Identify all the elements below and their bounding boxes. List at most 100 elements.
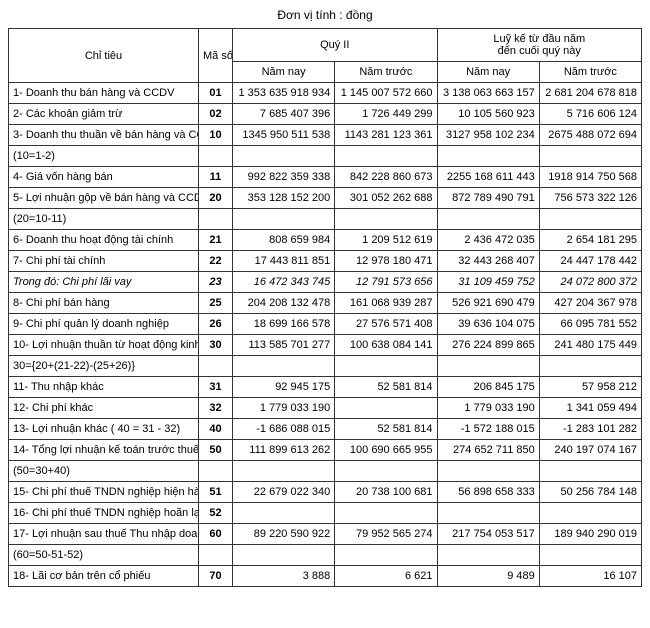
row-code: 52 xyxy=(199,503,233,524)
row-value-luyke-namtruoc xyxy=(539,209,641,230)
row-label: 9- Chi phí quản lý doanh nghiệp xyxy=(9,314,199,335)
row-value-luyke-namtruoc: 427 204 367 978 xyxy=(539,293,641,314)
row-value-luyke-namtruoc: 241 480 175 449 xyxy=(539,335,641,356)
row-label: 18- Lãi cơ bản trên cổ phiếu xyxy=(9,566,199,587)
row-value-luyke-namnay xyxy=(437,503,539,524)
table-row: (20=10-11) xyxy=(9,209,642,230)
row-value-quy-namtruoc xyxy=(335,398,437,419)
row-value-luyke-namnay: 9 489 xyxy=(437,566,539,587)
row-code: 32 xyxy=(199,398,233,419)
table-row: 18- Lãi cơ bản trên cổ phiếu703 8886 621… xyxy=(9,566,642,587)
row-value-quy-namnay: 7 685 407 396 xyxy=(233,104,335,125)
header-quy: Quý II xyxy=(233,29,438,62)
row-value-quy-namnay: 353 128 152 200 xyxy=(233,188,335,209)
row-code xyxy=(199,209,233,230)
table-row: 17- Lợi nhuận sau thuế Thu nhập doanh ng… xyxy=(9,524,642,545)
row-value-quy-namtruoc: 100 690 665 955 xyxy=(335,440,437,461)
row-value-luyke-namtruoc: 1 341 059 494 xyxy=(539,398,641,419)
table-row: 16- Chi phí thuế TNDN nghiệp hoãn lại52 xyxy=(9,503,642,524)
row-value-quy-namnay: 92 945 175 xyxy=(233,377,335,398)
row-value-luyke-namtruoc: 50 256 784 148 xyxy=(539,482,641,503)
row-value-luyke-namnay: 1 779 033 190 xyxy=(437,398,539,419)
row-value-quy-namtruoc: 1143 281 123 361 xyxy=(335,125,437,146)
table-row: 12- Chi phí khác321 779 033 1901 779 033… xyxy=(9,398,642,419)
row-value-quy-namnay: 18 699 166 578 xyxy=(233,314,335,335)
row-value-luyke-namnay xyxy=(437,209,539,230)
row-code: 11 xyxy=(199,167,233,188)
table-row: (50=30+40) xyxy=(9,461,642,482)
table-row: 11- Thu nhập khác3192 945 17552 581 8142… xyxy=(9,377,642,398)
row-value-quy-namnay: 1345 950 511 538 xyxy=(233,125,335,146)
row-value-luyke-namtruoc: 756 573 322 126 xyxy=(539,188,641,209)
header-quy-namtruoc: Năm trước xyxy=(335,62,437,83)
row-code: 25 xyxy=(199,293,233,314)
row-value-luyke-namtruoc: 240 197 074 167 xyxy=(539,440,641,461)
table-row: 2- Các khoản giảm trừ027 685 407 3961 72… xyxy=(9,104,642,125)
row-code: 30 xyxy=(199,335,233,356)
row-value-quy-namtruoc: 842 228 860 673 xyxy=(335,167,437,188)
row-value-quy-namnay: 113 585 701 277 xyxy=(233,335,335,356)
row-value-quy-namnay: 3 888 xyxy=(233,566,335,587)
financial-table: Chỉ tiêu Mã số Quý II Luỹ kế từ đầu năm … xyxy=(8,28,642,587)
row-value-quy-namnay: 204 208 132 478 xyxy=(233,293,335,314)
table-row: 7- Chi phí tài chính2217 443 811 85112 9… xyxy=(9,251,642,272)
row-value-quy-namtruoc: 12 791 573 656 xyxy=(335,272,437,293)
row-value-luyke-namtruoc: 24 447 178 442 xyxy=(539,251,641,272)
row-value-quy-namnay xyxy=(233,146,335,167)
row-value-luyke-namtruoc: 2675 488 072 694 xyxy=(539,125,641,146)
table-row: 10- Lợi nhuận thuần từ hoạt động kinh do… xyxy=(9,335,642,356)
header-maso: Mã số xyxy=(199,29,233,83)
row-label: (60=50-51-52) xyxy=(9,545,199,566)
row-value-luyke-namnay: 217 754 053 517 xyxy=(437,524,539,545)
row-value-luyke-namtruoc: 66 095 781 552 xyxy=(539,314,641,335)
row-label: (20=10-11) xyxy=(9,209,199,230)
row-label: 12- Chi phí khác xyxy=(9,398,199,419)
row-value-quy-namnay: 1 353 635 918 934 xyxy=(233,83,335,104)
row-value-luyke-namtruoc: 2 654 181 295 xyxy=(539,230,641,251)
row-value-luyke-namnay: 32 443 268 407 xyxy=(437,251,539,272)
row-label: 11- Thu nhập khác xyxy=(9,377,199,398)
row-label: 1- Doanh thu bán hàng và CCDV xyxy=(9,83,199,104)
row-label: 15- Chi phí thuế TNDN nghiệp hiện hành xyxy=(9,482,199,503)
row-value-quy-namtruoc xyxy=(335,545,437,566)
row-value-luyke-namtruoc xyxy=(539,461,641,482)
row-value-quy-namtruoc: 1 726 449 299 xyxy=(335,104,437,125)
row-value-quy-namnay: 89 220 590 922 xyxy=(233,524,335,545)
row-value-quy-namtruoc: 52 581 814 xyxy=(335,419,437,440)
unit-label: Đơn vị tính : đồng xyxy=(8,8,642,22)
table-row: 9- Chi phí quản lý doanh nghiệp2618 699 … xyxy=(9,314,642,335)
row-code: 20 xyxy=(199,188,233,209)
row-value-luyke-namnay xyxy=(437,461,539,482)
row-value-quy-namtruoc: 12 978 180 471 xyxy=(335,251,437,272)
row-value-luyke-namtruoc xyxy=(539,503,641,524)
row-value-quy-namnay: 1 779 033 190 xyxy=(233,398,335,419)
row-value-luyke-namnay: 276 224 899 865 xyxy=(437,335,539,356)
row-code: 70 xyxy=(199,566,233,587)
row-code xyxy=(199,356,233,377)
row-value-quy-namnay xyxy=(233,503,335,524)
row-code: 51 xyxy=(199,482,233,503)
row-code: 26 xyxy=(199,314,233,335)
row-value-quy-namtruoc xyxy=(335,461,437,482)
row-value-quy-namnay: 992 822 359 338 xyxy=(233,167,335,188)
table-row: 4- Giá vốn hàng bán11992 822 359 338842 … xyxy=(9,167,642,188)
row-value-luyke-namnay: 10 105 560 923 xyxy=(437,104,539,125)
row-code: 31 xyxy=(199,377,233,398)
row-value-luyke-namtruoc: 2 681 204 678 818 xyxy=(539,83,641,104)
table-row: 13- Lợi nhuận khác ( 40 = 31 - 32)40-1 6… xyxy=(9,419,642,440)
table-row: (10=1-2) xyxy=(9,146,642,167)
row-value-quy-namtruoc: 1 145 007 572 660 xyxy=(335,83,437,104)
table-row: 14- Tổng lợi nhuận kế toán trước thuế501… xyxy=(9,440,642,461)
table-row: 5- Lợi nhuận gộp về bán hàng và CCDV2035… xyxy=(9,188,642,209)
row-code xyxy=(199,545,233,566)
row-value-quy-namnay: -1 686 088 015 xyxy=(233,419,335,440)
row-value-quy-namtruoc: 79 952 565 274 xyxy=(335,524,437,545)
row-code: 02 xyxy=(199,104,233,125)
row-value-luyke-namtruoc: 189 940 290 019 xyxy=(539,524,641,545)
row-value-luyke-namtruoc: 24 072 800 372 xyxy=(539,272,641,293)
row-value-quy-namtruoc: 20 738 100 681 xyxy=(335,482,437,503)
row-label: 14- Tổng lợi nhuận kế toán trước thuế xyxy=(9,440,199,461)
row-code xyxy=(199,146,233,167)
table-row: 8- Chi phí bán hàng25204 208 132 478161 … xyxy=(9,293,642,314)
row-value-quy-namtruoc: 161 068 939 287 xyxy=(335,293,437,314)
